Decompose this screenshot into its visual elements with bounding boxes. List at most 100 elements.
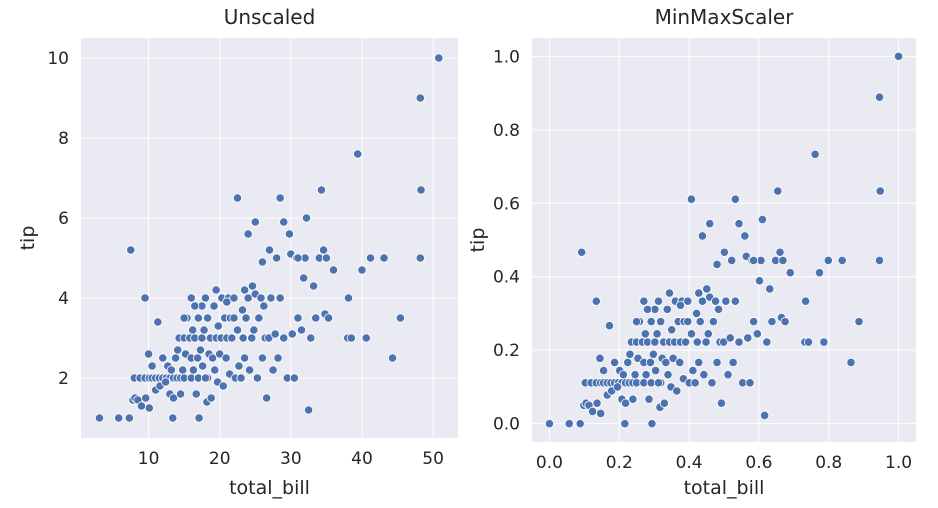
data-point [664,288,675,298]
data-point [645,357,656,368]
data-point [823,255,833,266]
data-point [694,357,704,368]
data-point [623,357,633,368]
data-point [780,317,790,327]
points-unscaled [94,53,444,423]
panel-unscaled: 10 20 30 40 50 2 4 6 8 10 Unscaled total_bill tip [17,5,458,499]
data-point [620,419,630,429]
data-point [628,394,638,404]
data-point [240,353,250,363]
data-point [247,333,257,343]
data-point [168,413,178,423]
data-point [688,365,698,376]
data-point [661,357,671,368]
data-point [690,378,700,388]
data-point [697,296,708,306]
data-point [190,301,200,311]
x-tick-label: 50 [422,449,444,469]
data-point [244,365,255,375]
data-point [757,214,768,225]
data-point [140,293,150,303]
data-point [264,245,275,255]
x-axis-label-minmaxscaler: total_bill [684,477,765,499]
y-tick-label: 0.8 [493,121,520,141]
data-point [592,398,602,408]
data-point [723,370,733,380]
data-point [254,313,264,323]
data-point [259,301,269,311]
data-point [238,333,248,343]
data-point [775,247,785,257]
data-point [193,313,203,323]
data-point [279,333,289,343]
data-point [694,288,704,298]
data-point [229,293,239,303]
y-tick-label: 6 [58,209,69,229]
data-point [697,231,708,241]
y-tick-label: 4 [58,289,69,309]
data-point [94,413,105,423]
data-point [175,389,186,399]
points-minmaxscaler [544,51,904,429]
data-point [266,293,276,303]
data-point [662,304,672,314]
data-point [270,329,280,339]
data-point [749,255,759,266]
data-point [227,333,237,343]
data-point [663,370,673,380]
data-point [707,378,717,388]
x-tick-label: 0.0 [536,453,563,473]
y-tick-label: 2 [58,369,69,389]
data-point [875,186,885,196]
data-point [173,345,183,355]
data-point [675,300,686,310]
data-point [591,296,601,306]
data-point [686,329,697,339]
x-tick-label: 10 [138,449,160,469]
data-point [631,317,642,327]
data-point [379,253,389,263]
data-point [874,92,885,102]
y-tick-label: 1.0 [493,47,520,67]
data-point [672,386,682,396]
data-point [740,231,750,241]
data-point [762,337,772,347]
data-point [765,284,775,294]
data-point [801,296,811,306]
tick-labels-minmaxscaler: 0.0 0.2 0.4 0.6 0.8 1.0 0.0 0.2 0.4 0.6 0.8 1.0 [493,47,912,473]
data-point [275,293,285,303]
data-point [328,265,339,275]
data-point [343,293,354,303]
data-point [141,393,151,403]
data-point [701,337,711,347]
data-point [299,273,309,283]
data-point [652,329,662,339]
data-point [683,317,693,327]
data-point [544,419,555,429]
y-tick-label: 10 [47,49,69,69]
data-point [158,353,168,363]
data-point [691,308,702,319]
data-point [293,253,303,263]
data-point [311,313,321,323]
data-point [595,353,605,363]
data-point [221,353,231,363]
data-point [126,245,136,255]
data-point [144,403,154,413]
x-tick-label: 30 [280,449,302,469]
data-point [415,253,425,263]
data-point [284,229,295,239]
data-point [236,373,246,383]
data-point [767,317,777,327]
x-tick-label: 0.4 [676,453,703,473]
data-point [644,394,654,404]
data-point [434,53,444,63]
y-tick-label: 0.6 [493,194,520,214]
data-point [153,317,163,327]
data-point [604,321,615,331]
data-point [752,329,762,339]
data-point [200,293,211,303]
data-point [743,333,753,343]
data-point [293,313,303,323]
